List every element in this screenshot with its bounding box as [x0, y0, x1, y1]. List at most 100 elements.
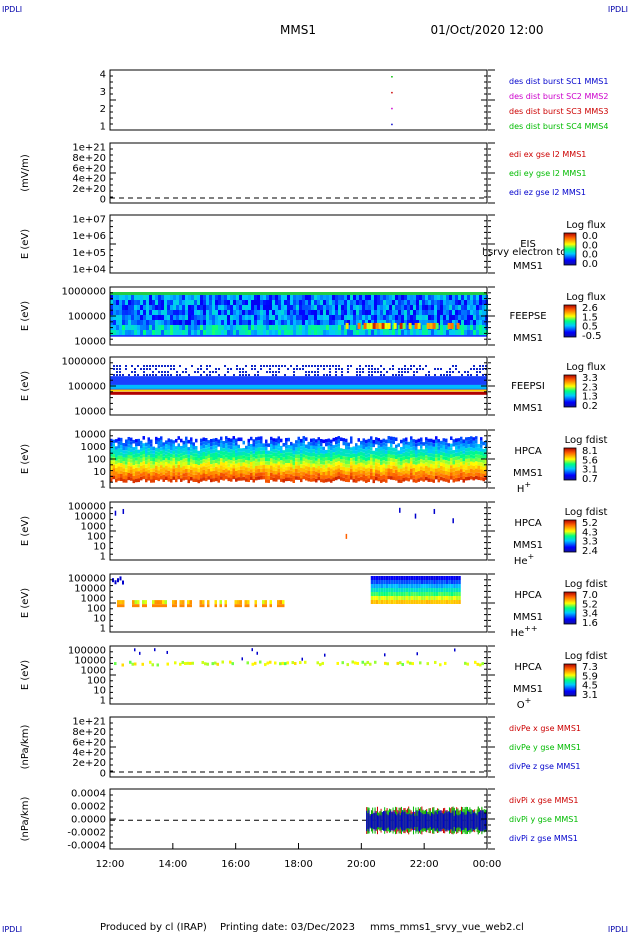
spectrogram-cell [122, 604, 125, 608]
spectrogram-cell [460, 436, 463, 441]
spectrogram-cell [438, 576, 441, 580]
spectrogram-cell [206, 330, 209, 335]
spectrogram-cell [431, 305, 434, 310]
spectrogram-cell [180, 456, 183, 461]
spectrogram-cell [302, 310, 305, 315]
spectrogram-cell [308, 295, 311, 300]
spectrogram-cell [433, 600, 436, 604]
spectrogram-cell [242, 473, 245, 477]
spectrogram-cell [240, 466, 243, 470]
legend-entry: des dist burst SC1 MMS1 [509, 77, 608, 86]
spectrogram-cell [232, 450, 235, 455]
spectrogram-cell [315, 471, 318, 476]
spectrogram-cell [152, 457, 155, 462]
spectrogram-cell [195, 438, 198, 443]
spectrogram-cell [350, 300, 353, 305]
spectrogram-cell [117, 459, 120, 463]
spectrogram-cell [192, 460, 195, 464]
spectrogram-cell [420, 584, 424, 588]
spectrogram-cell [254, 661, 257, 665]
spectrogram-cell [329, 300, 332, 305]
spectrogram-cell [251, 320, 254, 325]
spectrogram-cell [335, 315, 338, 320]
spectrogram-cell [127, 458, 130, 463]
spectrogram-speck [476, 368, 478, 370]
spectrogram-cell [397, 450, 400, 455]
spectrogram-cell [430, 592, 434, 596]
spectrogram-cell [440, 330, 443, 335]
spectrogram-speck [317, 374, 319, 376]
spectrogram-cell [305, 448, 308, 452]
spectrogram-cell [482, 310, 485, 315]
spectrogram-cell [142, 436, 145, 440]
spectrogram-cell [242, 305, 245, 310]
spectrogram-cell [437, 471, 440, 476]
spectrogram-cell [260, 295, 263, 300]
spectrogram-cell [393, 600, 396, 604]
spectrogram-cell [347, 442, 350, 447]
spectrogram-cell [245, 470, 248, 475]
spectrogram-cell [332, 459, 335, 464]
spectrogram-cell [323, 325, 326, 330]
spectrogram-cell [467, 305, 470, 310]
instrument-label: MMS1 [513, 612, 543, 623]
spectrogram-cell [327, 474, 330, 479]
spectrogram-speck [454, 648, 456, 652]
spectrogram-speck [359, 371, 361, 373]
spectrogram-cell [482, 305, 485, 310]
spectrogram-cell [395, 462, 398, 467]
spectrogram-cell [485, 447, 488, 452]
spectrogram-cell [155, 469, 158, 473]
spectrogram-cell [395, 315, 398, 320]
spectrogram-cell [382, 442, 385, 446]
spectrogram-cell [395, 295, 398, 300]
spectrogram-cell [445, 588, 449, 592]
spectrogram-cell [440, 455, 443, 459]
spectrogram-cell [450, 600, 454, 604]
spectrogram-cell [242, 440, 245, 445]
spectrogram-cell [170, 464, 173, 469]
spectrogram-cell [305, 469, 308, 474]
spectrogram-cell [475, 454, 478, 458]
spectrogram-cell [440, 476, 443, 481]
spectrogram-cell [317, 295, 320, 300]
spectrogram-cell [122, 461, 125, 465]
spectrogram-cell [152, 461, 155, 465]
spectrogram-speck [305, 365, 307, 367]
spectrogram-cell [150, 439, 153, 444]
spectrogram-cell [365, 315, 368, 320]
spectrogram-cell [452, 442, 455, 447]
spectrogram-cell [227, 441, 230, 446]
spectrogram-cell [251, 662, 254, 666]
spectrogram-cell [292, 447, 295, 451]
plot-area-hpca_h [110, 436, 488, 484]
spectrogram-speck [440, 374, 442, 376]
spectrogram-speck [239, 374, 241, 376]
spectrogram-cell [419, 330, 422, 335]
spectrogram-cell [362, 463, 365, 468]
spectrogram-cell [167, 477, 170, 482]
spectrogram-cell [185, 330, 188, 335]
spectrogram-cell [340, 469, 343, 474]
spectrogram-cell [170, 310, 173, 315]
spectrogram-cell [435, 457, 438, 462]
spectrogram-cell [327, 452, 330, 457]
spectrogram-cell [385, 475, 388, 480]
spectrogram-cell [135, 460, 138, 465]
spectrogram-cell [185, 476, 188, 480]
spectrogram-cell [191, 325, 194, 330]
spectrogram-speck [335, 368, 337, 370]
colorbar-tick-label: 3.3 [582, 537, 598, 548]
y-tick-label: -0.0004 [67, 841, 106, 852]
spectrogram-speck [302, 368, 304, 370]
spectrogram-cell [232, 436, 235, 440]
spectrogram-cell [378, 322, 382, 329]
spectrogram-cell [345, 438, 348, 443]
spectrogram-cell [413, 592, 416, 596]
spectrogram-cell [347, 453, 350, 457]
spectrogram-speck [383, 368, 385, 370]
spectrogram-cell [215, 459, 218, 464]
spectrogram-speck [449, 368, 451, 370]
spectrogram-cell [465, 466, 468, 470]
spectrogram-cell [377, 456, 380, 460]
